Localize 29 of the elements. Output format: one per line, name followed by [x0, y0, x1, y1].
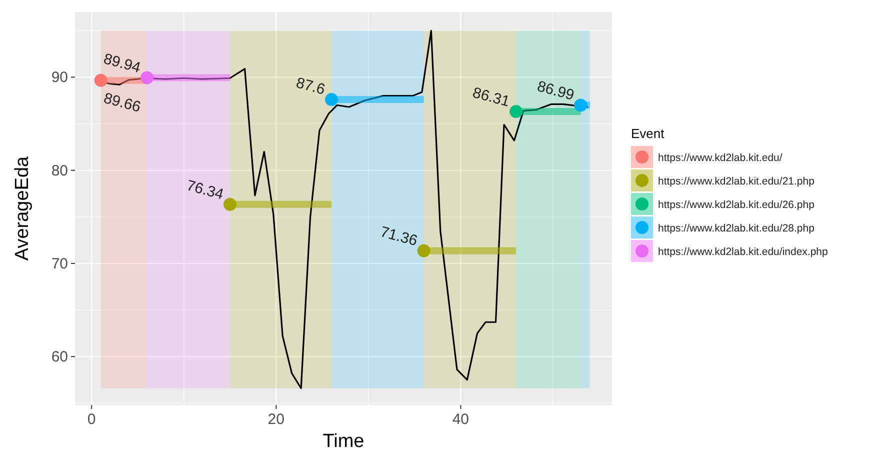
- legend-label: https://www.kd2lab.kit.edu/26.php: [658, 199, 815, 211]
- y-tick-label: 90: [51, 69, 68, 86]
- x-axis-title: Time: [322, 431, 364, 452]
- point: [224, 198, 237, 211]
- point: [510, 105, 523, 118]
- point: [574, 98, 588, 112]
- y-tick-label: 60: [51, 348, 68, 366]
- y-tick-label: 70: [51, 255, 68, 272]
- y-tick-label: 80: [51, 162, 68, 180]
- legend-label: https://www.kd2lab.kit.edu/: [658, 152, 782, 164]
- x-tick-label: 40: [452, 411, 470, 428]
- data-label: 89.66: [102, 90, 142, 116]
- legend-label: https://www.kd2lab.kit.edu/index.php: [658, 246, 828, 258]
- x-tick-label: 0: [87, 411, 96, 428]
- data-label: 87.6: [294, 74, 327, 98]
- data-label: 89.94: [102, 50, 142, 77]
- point: [325, 93, 338, 106]
- data-label: 86.31: [470, 84, 512, 110]
- point: [140, 71, 154, 84]
- data-label: 76.34: [184, 177, 226, 204]
- point: [94, 74, 108, 87]
- data-label: 71.36: [378, 224, 420, 250]
- legend-label: https://www.kd2lab.kit.edu/28.php: [658, 222, 815, 234]
- x-tick-label: 20: [268, 411, 284, 428]
- legend-label: https://www.kd2lab.kit.edu/21.php: [658, 176, 815, 188]
- point: [417, 244, 430, 258]
- y-axis-title: AverageEda: [12, 156, 33, 261]
- legend-title: Event: [631, 126, 665, 141]
- data-label: 86.99: [535, 78, 576, 104]
